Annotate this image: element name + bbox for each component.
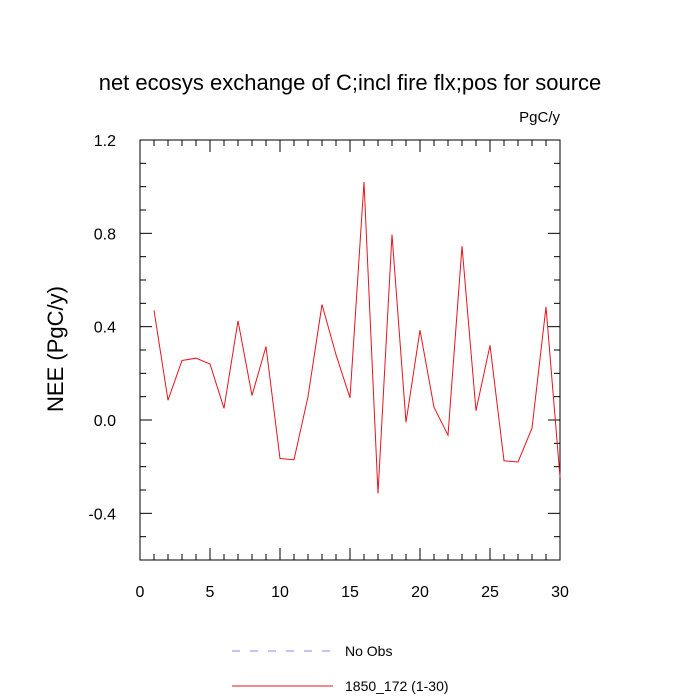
x-tick-label: 0 xyxy=(136,584,145,601)
y-tick-label: 0.0 xyxy=(94,413,116,430)
legend-label-1850-172: 1850_172 (1-30) xyxy=(345,678,449,694)
chart-title: net ecosys exchange of C;incl fire flx;p… xyxy=(99,70,602,95)
legend: No Obs 1850_172 (1-30) xyxy=(232,643,449,694)
axis-ticks: 0 5 10 15 20 25 30 -0.4 0.0 0.4 0.8 1.2 xyxy=(88,133,569,601)
x-tick-label: 10 xyxy=(271,584,289,601)
units-label: PgC/y xyxy=(519,109,560,126)
x-tick-label: 5 xyxy=(206,584,215,601)
legend-label-no-obs: No Obs xyxy=(345,643,392,659)
y-axis-label: NEE (PgC/y) xyxy=(43,286,68,412)
y-tick-label: -0.4 xyxy=(88,506,116,523)
series-line-1850-172 xyxy=(153,181,561,494)
x-tick-label: 20 xyxy=(411,584,429,601)
x-tick-label: 30 xyxy=(551,584,569,601)
y-tick-label: 0.8 xyxy=(94,226,116,243)
y-tick-label: 0.4 xyxy=(94,320,116,337)
series-layer xyxy=(153,181,561,494)
x-tick-label: 25 xyxy=(481,584,499,601)
plot-frame xyxy=(139,139,561,561)
x-tick-label: 15 xyxy=(341,584,359,601)
y-tick-label: 1.2 xyxy=(94,133,116,150)
